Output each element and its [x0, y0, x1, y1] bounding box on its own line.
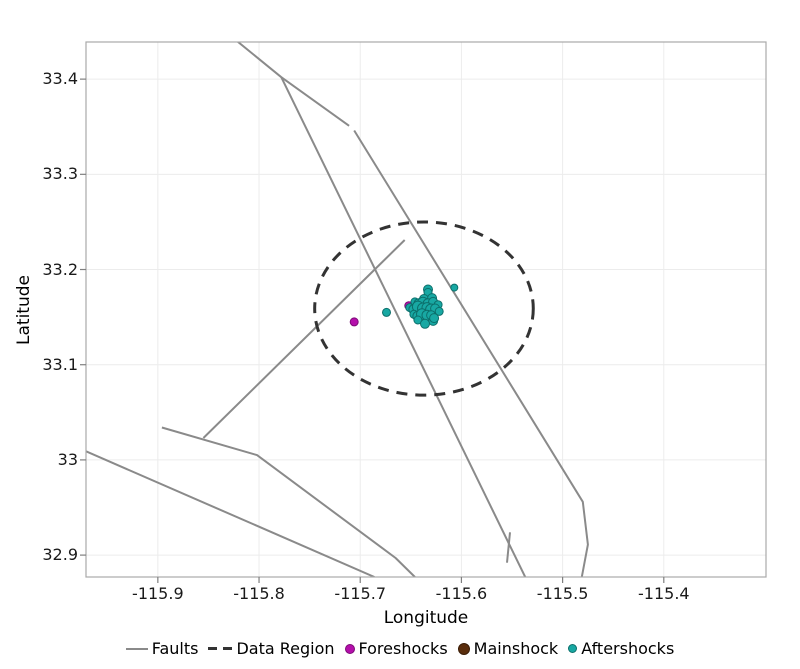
legend: Faults Data Region Foreshocks Mainshock …: [0, 639, 800, 658]
legend-label-aftershocks: Aftershocks: [581, 639, 675, 658]
fault-line: [161, 426, 416, 577]
fault-line: [506, 532, 511, 563]
x-axis-title: Longitude: [383, 608, 469, 628]
y-tick-label: 33.2: [42, 259, 78, 279]
y-tick-label: 33: [57, 449, 78, 469]
plot-border: [85, 41, 767, 578]
legend-label-faults: Faults: [151, 639, 199, 658]
legend-item-foreshocks: Foreshocks: [344, 639, 448, 658]
fault-line: [202, 239, 406, 439]
y-tick-label: 33.4: [42, 69, 78, 89]
y-tick-label: 33.3: [42, 164, 78, 184]
legend-item-mainshock: Mainshock: [457, 639, 559, 658]
aftershock-point: [382, 307, 391, 317]
dashed-line-icon: [208, 647, 233, 650]
y-tick-label: 32.9: [42, 545, 78, 565]
aftershock-point: [450, 283, 459, 292]
y-axis-title: Latitude: [14, 275, 34, 345]
plot-data-layer: [86, 42, 766, 577]
y-tick-label: 33.1: [42, 354, 78, 374]
fault-line: [236, 42, 350, 127]
aftershock-point: [420, 318, 430, 329]
legend-label-data-region: Data Region: [236, 639, 335, 658]
legend-label-foreshocks: Foreshocks: [358, 639, 448, 658]
x-tick-label: -115.8: [233, 584, 285, 603]
x-tick-label: -115.9: [132, 584, 184, 603]
foreshock-dot-icon: [344, 643, 355, 654]
fault-line-icon: [125, 647, 148, 650]
fault-line: [280, 76, 527, 577]
legend-label-mainshock: Mainshock: [473, 639, 559, 658]
data-region-ellipse: [313, 220, 535, 397]
fault-line: [353, 129, 589, 577]
aftershock-dot-icon: [568, 644, 578, 653]
fault-line: [86, 450, 375, 577]
aftershock-point: [434, 306, 444, 316]
x-tick-label: -115.6: [435, 584, 488, 603]
x-tick-label: -115.4: [638, 584, 690, 603]
mainshock-dot-icon: [457, 642, 470, 655]
legend-item-data-region: Data Region: [208, 639, 335, 658]
legend-item-faults: Faults: [125, 639, 199, 658]
map-plot-canvas: [80, 41, 767, 583]
x-tick-label: -115.5: [536, 584, 589, 603]
legend-item-aftershocks: Aftershocks: [568, 639, 674, 658]
x-tick-label: -115.7: [334, 584, 386, 603]
foreshock-point: [349, 317, 359, 327]
aftershock-point: [429, 313, 440, 324]
